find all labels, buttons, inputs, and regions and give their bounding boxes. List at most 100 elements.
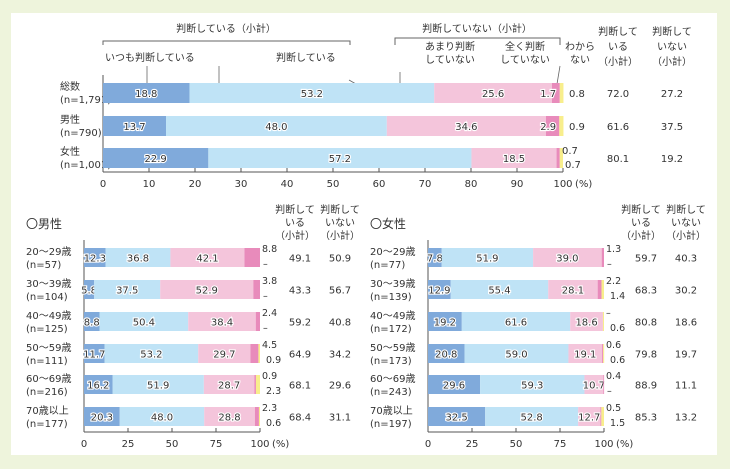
data-label-unknown: 0.6 (610, 323, 625, 334)
row-label: 50～59歳 (370, 342, 415, 354)
data-label-always: 12.3 (84, 254, 106, 265)
row-label: 30～39歳 (370, 278, 415, 290)
data-label-not-at-all: 2.4 (262, 308, 277, 319)
subtotal-judging-value: 43.3 (289, 286, 311, 297)
data-label-unknown: 0.6 (610, 355, 625, 366)
row-n-label: (n=57) (26, 260, 61, 271)
subtotal-judging-value: 59.7 (635, 254, 657, 265)
bar-segment-always (103, 83, 190, 103)
subtotal-header-not-judging: いない (325, 217, 355, 229)
subtotal-not-judging-value: 11.1 (675, 381, 697, 392)
bar-segment-always (84, 375, 113, 394)
bar-segment-not-at-all (254, 407, 259, 426)
bar-segment-judge (189, 83, 435, 103)
row-label: 総数 (60, 80, 80, 93)
bar-segment-not-much (160, 280, 254, 299)
data-label-not-much: 18.6 (575, 318, 597, 329)
bar-segment-not-at-all (244, 248, 260, 267)
subtotal-judging-value: 61.6 (607, 122, 629, 133)
bar-segment-not-much (471, 148, 557, 168)
data-label-unknown: 0.9 (569, 122, 585, 133)
row-n-label: (n=172) (370, 324, 412, 335)
data-label-not-at-all: 2.9 (540, 122, 556, 133)
x-tick-label: 70 (419, 179, 432, 190)
bar-segment-not-at-all (601, 248, 604, 267)
x-tick-label: 60 (373, 179, 386, 190)
data-label-judge: 37.5 (116, 286, 138, 297)
subtotal-judging-value: 68.3 (635, 286, 657, 297)
judging-bracket (102, 40, 351, 45)
bar-segment-always (84, 248, 106, 267)
data-label-not-much: 12.7 (578, 413, 600, 424)
bar-segment-always (84, 407, 120, 426)
data-label-unknown: 2.3 (266, 386, 281, 397)
legend-judge: 判断している (276, 51, 336, 64)
data-label-always: 20.8 (435, 350, 457, 361)
bar-segment-not-at-all (253, 280, 260, 299)
data-label-judge: 52.8 (521, 413, 543, 424)
row-n-label: (n=1,791) (60, 95, 111, 106)
subtotal-header-judging: 判断して (275, 203, 315, 216)
data-label-judge: 36.8 (127, 254, 149, 265)
bar-segment-always (84, 312, 100, 331)
bar-segment-not-at-all (545, 116, 560, 136)
bar-segment-not-at-all (556, 148, 560, 168)
subtotal-judging-value: 80.1 (607, 154, 629, 165)
bar-segment-judge (99, 312, 189, 331)
bar-segment-always (84, 280, 95, 299)
row-label: 20～29歳 (26, 246, 71, 258)
bar-segment-not-at-all (602, 344, 604, 363)
bar-segment-judge (112, 375, 204, 394)
x-unit-label: (%) (272, 439, 289, 450)
data-label-not-at-all: 4.5 (262, 340, 277, 351)
subtotal-judging-value: 49.1 (289, 254, 311, 265)
data-label-not-much: 39.0 (556, 254, 578, 265)
bar-segment-not-much (533, 248, 602, 267)
row-n-label: (n=1,001) (60, 160, 111, 171)
bar-segment-unknown (255, 375, 260, 394)
x-tick-label: 25 (122, 439, 135, 450)
subtotal-not-judging-value: 50.9 (329, 254, 351, 265)
data-label-always: 5.8 (81, 286, 97, 297)
x-tick-label: 80 (465, 179, 478, 190)
subtotal-not-judging-value: 19.7 (675, 350, 697, 361)
row-label: 20～29歳 (370, 246, 415, 258)
bar-segment-judge (119, 407, 205, 426)
data-label-not-at-all: 0.9 (262, 371, 277, 382)
legend-not-at-all-1: 全く判断 (505, 40, 545, 53)
data-label-not-at-all: – (606, 308, 611, 319)
bar-segment-not-at-all (600, 407, 602, 426)
subtotal-not-judging-value: 56.7 (329, 286, 351, 297)
x-tick-label: 40 (281, 179, 294, 190)
data-label-judge: 61.6 (505, 318, 527, 329)
subtotal-header-judging: （小計） (621, 229, 661, 242)
subtotal-judging-value: 59.2 (289, 318, 311, 329)
x-tick-label: 90 (511, 179, 524, 190)
subtotal-header-not-judging: （小計） (320, 229, 360, 242)
x-tick-label: 50 (510, 439, 523, 450)
bar-segment-judge (480, 375, 585, 394)
subtotal-header-judging: いる (631, 217, 651, 229)
row-n-label: (n=139) (370, 292, 412, 303)
row-n-label: (n=77) (370, 260, 405, 271)
data-label-unknown: 0.7 (565, 160, 581, 171)
subtotal-judging-value: 80.8 (635, 318, 657, 329)
data-label-not-much: 42.1 (196, 254, 218, 265)
bar-segment-always (428, 344, 465, 363)
bar-segment-unknown (601, 407, 604, 426)
x-tick-label: 0 (81, 439, 87, 450)
row-n-label: (n=104) (26, 292, 68, 303)
bar-segment-not-much (570, 312, 603, 331)
bar-segment-not-much (203, 375, 255, 394)
data-label-judge: 55.4 (488, 286, 510, 297)
x-tick-label: 30 (235, 179, 248, 190)
subtotal-not-judging-value: 19.2 (661, 154, 683, 165)
data-label-always: 29.6 (443, 381, 465, 392)
data-label-not-much: 52.9 (196, 286, 218, 297)
legend-leader-lines (146, 65, 561, 85)
row-label: 60～69歳 (370, 373, 415, 385)
row-label: 70歳以上 (26, 405, 69, 417)
data-label-always: 12.9 (428, 286, 450, 297)
data-label-not-at-all: 0.7 (562, 146, 578, 157)
